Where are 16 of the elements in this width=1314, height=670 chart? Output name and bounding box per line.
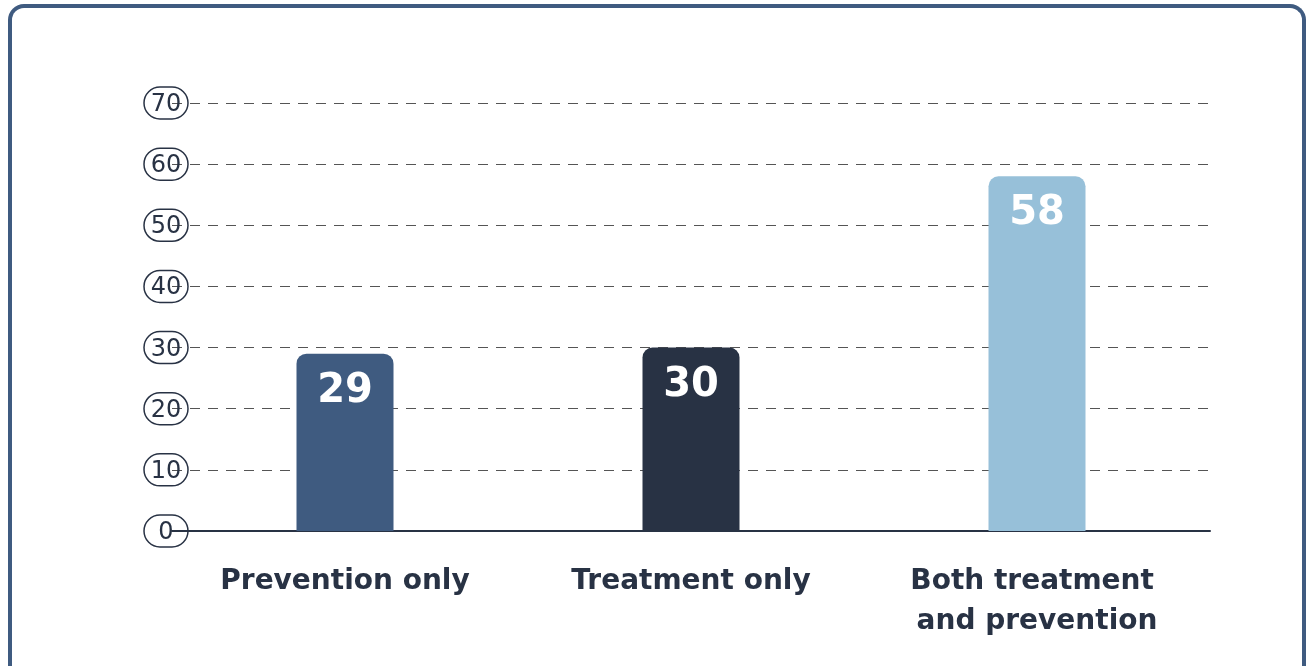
bar bbox=[988, 176, 1086, 531]
x-tick-label: Prevention only bbox=[220, 562, 470, 596]
bar bbox=[296, 353, 394, 531]
data-label: 30 bbox=[663, 358, 719, 405]
x-tick-label: Both treatment and prevention bbox=[910, 562, 1164, 636]
y-tick-label: 20 bbox=[150, 394, 182, 423]
y-tick-label: 50 bbox=[150, 211, 182, 240]
data-label: 58 bbox=[1009, 187, 1065, 234]
data-label: 29 bbox=[317, 364, 373, 411]
x-tick-label: Treatment only bbox=[571, 562, 811, 596]
y-tick-label: 60 bbox=[150, 150, 182, 179]
y-tick-label: 10 bbox=[150, 455, 182, 484]
y-tick-label: 30 bbox=[150, 333, 182, 362]
y-tick-label: 0 bbox=[158, 517, 174, 545]
y-tick-label: 40 bbox=[150, 272, 182, 301]
y-tick-label: 70 bbox=[150, 89, 182, 117]
